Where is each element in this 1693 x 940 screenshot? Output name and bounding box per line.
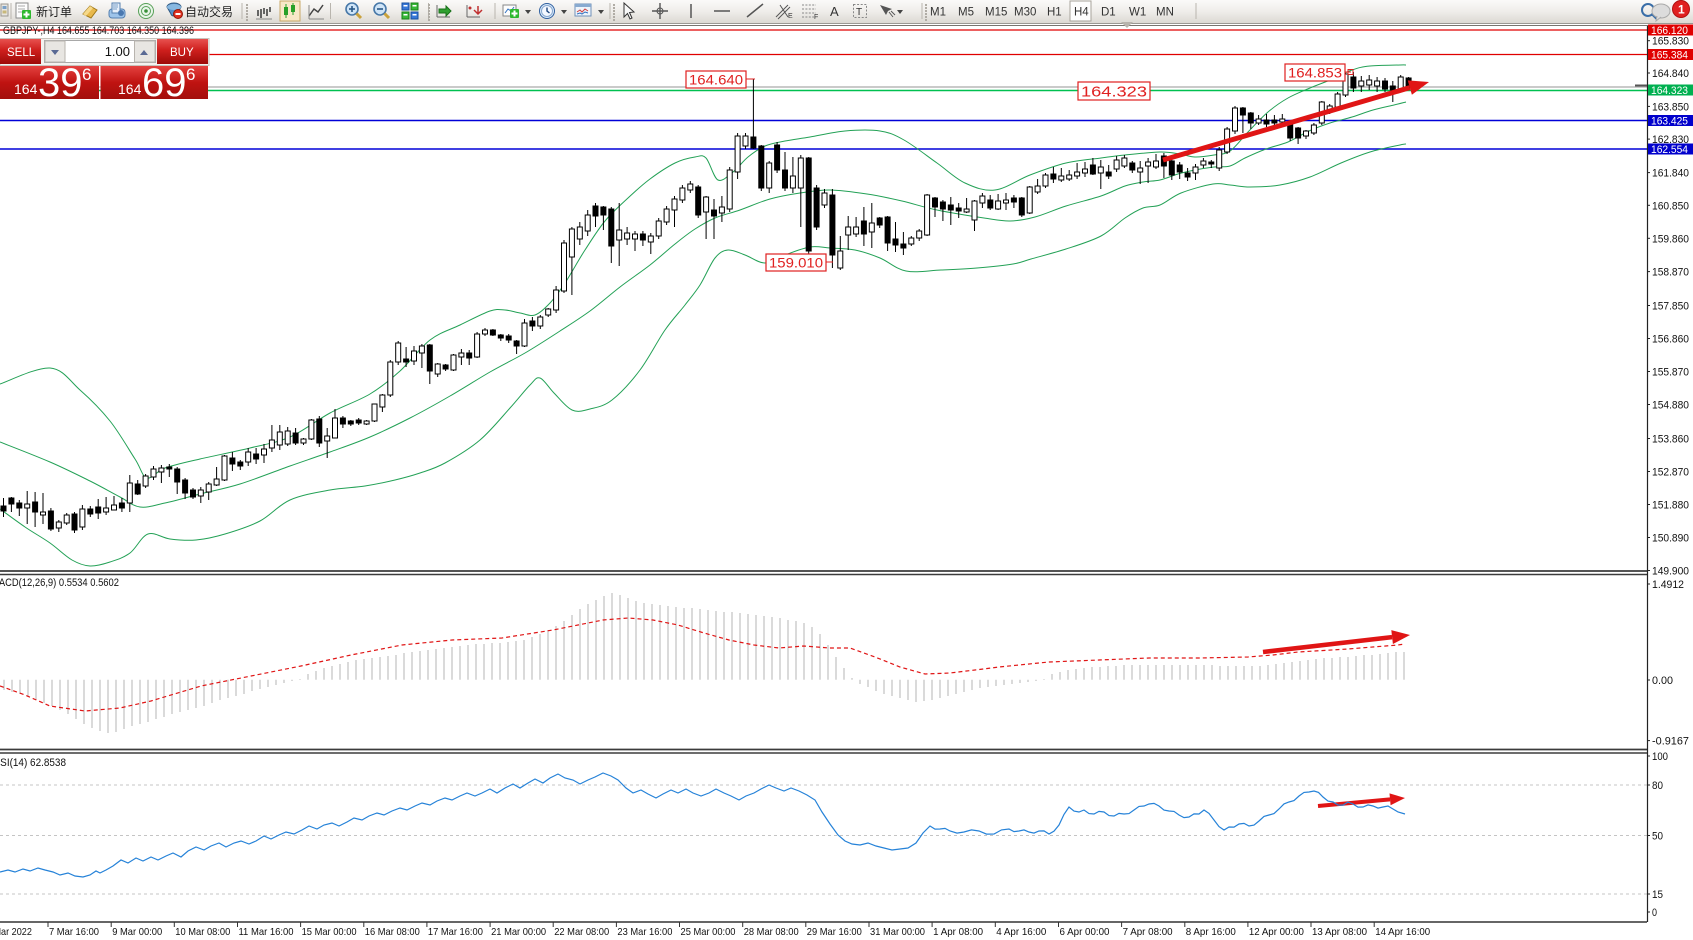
svg-text:4 Apr 16:00: 4 Apr 16:00 (996, 926, 1046, 938)
svg-text:MN: MN (1156, 7, 1174, 19)
svg-text:29 Mar 16:00: 29 Mar 16:00 (807, 926, 862, 938)
svg-text:1 Apr 08:00: 1 Apr 08:00 (933, 926, 983, 938)
svg-text:15 Mar 00:00: 15 Mar 00:00 (302, 926, 357, 938)
svg-text:H4: H4 (1074, 7, 1089, 19)
svg-text:159.860: 159.860 (1652, 233, 1689, 245)
svg-text:154.880: 154.880 (1652, 400, 1689, 412)
svg-text:15: 15 (1652, 889, 1663, 901)
svg-text:H1: H1 (1047, 7, 1062, 19)
svg-text:22 Mar 08:00: 22 Mar 08:00 (554, 926, 609, 938)
svg-text:7 Apr 08:00: 7 Apr 08:00 (1123, 926, 1173, 938)
svg-text:17 Mar 16:00: 17 Mar 16:00 (428, 926, 483, 938)
svg-text:162.830: 162.830 (1652, 134, 1689, 146)
svg-text:MACD(12,26,9) 0.5534 0.5602: MACD(12,26,9) 0.5534 0.5602 (0, 577, 119, 589)
svg-text:BUY: BUY (170, 47, 194, 59)
svg-text:166.120: 166.120 (1651, 25, 1688, 37)
svg-text:0: 0 (1652, 907, 1657, 919)
svg-text:150.890: 150.890 (1652, 533, 1689, 545)
svg-text:GBPJPY-,H4 164.655 164.703 16: GBPJPY-,H4 164.655 164.703 164.350 164.3… (3, 25, 194, 37)
svg-text:151.880: 151.880 (1652, 500, 1689, 512)
svg-text:155.870: 155.870 (1652, 367, 1689, 379)
svg-text:165.384: 165.384 (1651, 50, 1688, 62)
svg-text:164.853: 164.853 (1288, 65, 1342, 81)
svg-text:6 Apr 00:00: 6 Apr 00:00 (1060, 926, 1110, 938)
svg-text:1: 1 (1678, 3, 1685, 17)
svg-text:F: F (814, 14, 818, 21)
svg-text:69: 69 (142, 61, 187, 105)
svg-text:A: A (830, 4, 839, 19)
svg-text:165.830: 165.830 (1652, 36, 1689, 48)
svg-text:161.840: 161.840 (1652, 168, 1689, 180)
svg-text:M1: M1 (930, 7, 946, 19)
svg-text:164.640: 164.640 (689, 72, 743, 88)
svg-text:164.323: 164.323 (1651, 85, 1688, 97)
svg-text:D1: D1 (1101, 7, 1116, 19)
svg-text:16 Mar 08:00: 16 Mar 08:00 (365, 926, 420, 938)
svg-text:SELL: SELL (7, 47, 36, 59)
svg-text:152.870: 152.870 (1652, 467, 1689, 479)
svg-text:E: E (788, 13, 793, 20)
svg-text:1.4912: 1.4912 (1652, 579, 1684, 591)
svg-text:RSI(14) 62.8538: RSI(14) 62.8538 (0, 757, 66, 769)
svg-text:12 Apr 00:00: 12 Apr 00:00 (1249, 926, 1304, 938)
svg-text:31 Mar 00:00: 31 Mar 00:00 (870, 926, 925, 938)
svg-text:157.850: 157.850 (1652, 301, 1689, 313)
svg-text:9 Mar 00:00: 9 Mar 00:00 (112, 926, 162, 938)
svg-text:M5: M5 (958, 7, 974, 19)
svg-text:158.870: 158.870 (1652, 267, 1689, 279)
svg-text:0.00: 0.00 (1652, 675, 1673, 687)
svg-text:39: 39 (38, 61, 83, 105)
svg-text:164: 164 (14, 81, 38, 97)
svg-text:163.850: 163.850 (1652, 101, 1689, 113)
svg-text:4 Mar 2022: 4 Mar 2022 (0, 926, 32, 938)
svg-text:160.850: 160.850 (1652, 200, 1689, 212)
svg-text:23 Mar 16:00: 23 Mar 16:00 (617, 926, 672, 938)
svg-text:50: 50 (1652, 831, 1663, 843)
svg-text:W1: W1 (1129, 7, 1146, 19)
svg-text:8 Apr 16:00: 8 Apr 16:00 (1186, 926, 1236, 938)
svg-text:自动交易: 自动交易 (185, 4, 233, 19)
svg-text:164.323: 164.323 (1081, 84, 1147, 101)
svg-text:1.00: 1.00 (105, 44, 130, 59)
svg-text:159.010: 159.010 (769, 255, 823, 271)
svg-text:6: 6 (82, 65, 91, 84)
svg-text:7 Mar 16:00: 7 Mar 16:00 (49, 926, 99, 938)
svg-text:13 Apr 08:00: 13 Apr 08:00 (1312, 926, 1367, 938)
svg-text:11 Mar 16:00: 11 Mar 16:00 (239, 926, 294, 938)
svg-text:163.425: 163.425 (1651, 116, 1688, 128)
svg-text:100: 100 (1652, 751, 1668, 763)
svg-text:149.900: 149.900 (1652, 566, 1689, 578)
svg-text:M15: M15 (985, 7, 1007, 19)
svg-text:14 Apr 16:00: 14 Apr 16:00 (1375, 926, 1430, 938)
svg-text:-0.9167: -0.9167 (1652, 736, 1689, 748)
svg-text:164.840: 164.840 (1652, 68, 1689, 80)
svg-text:164: 164 (118, 81, 142, 97)
svg-text:156.860: 156.860 (1652, 334, 1689, 346)
svg-text:25 Mar 00:00: 25 Mar 00:00 (681, 926, 736, 938)
svg-text:153.860: 153.860 (1652, 434, 1689, 446)
svg-text:T: T (856, 7, 862, 18)
svg-text:新订单: 新订单 (36, 4, 72, 19)
svg-text:21 Mar 00:00: 21 Mar 00:00 (491, 926, 546, 938)
svg-text:28 Mar 08:00: 28 Mar 08:00 (744, 926, 799, 938)
svg-text:6: 6 (186, 65, 195, 84)
svg-text:10 Mar 08:00: 10 Mar 08:00 (175, 926, 230, 938)
svg-text:162.554: 162.554 (1651, 144, 1688, 156)
svg-text:M30: M30 (1014, 7, 1036, 19)
svg-text:80: 80 (1652, 780, 1663, 792)
